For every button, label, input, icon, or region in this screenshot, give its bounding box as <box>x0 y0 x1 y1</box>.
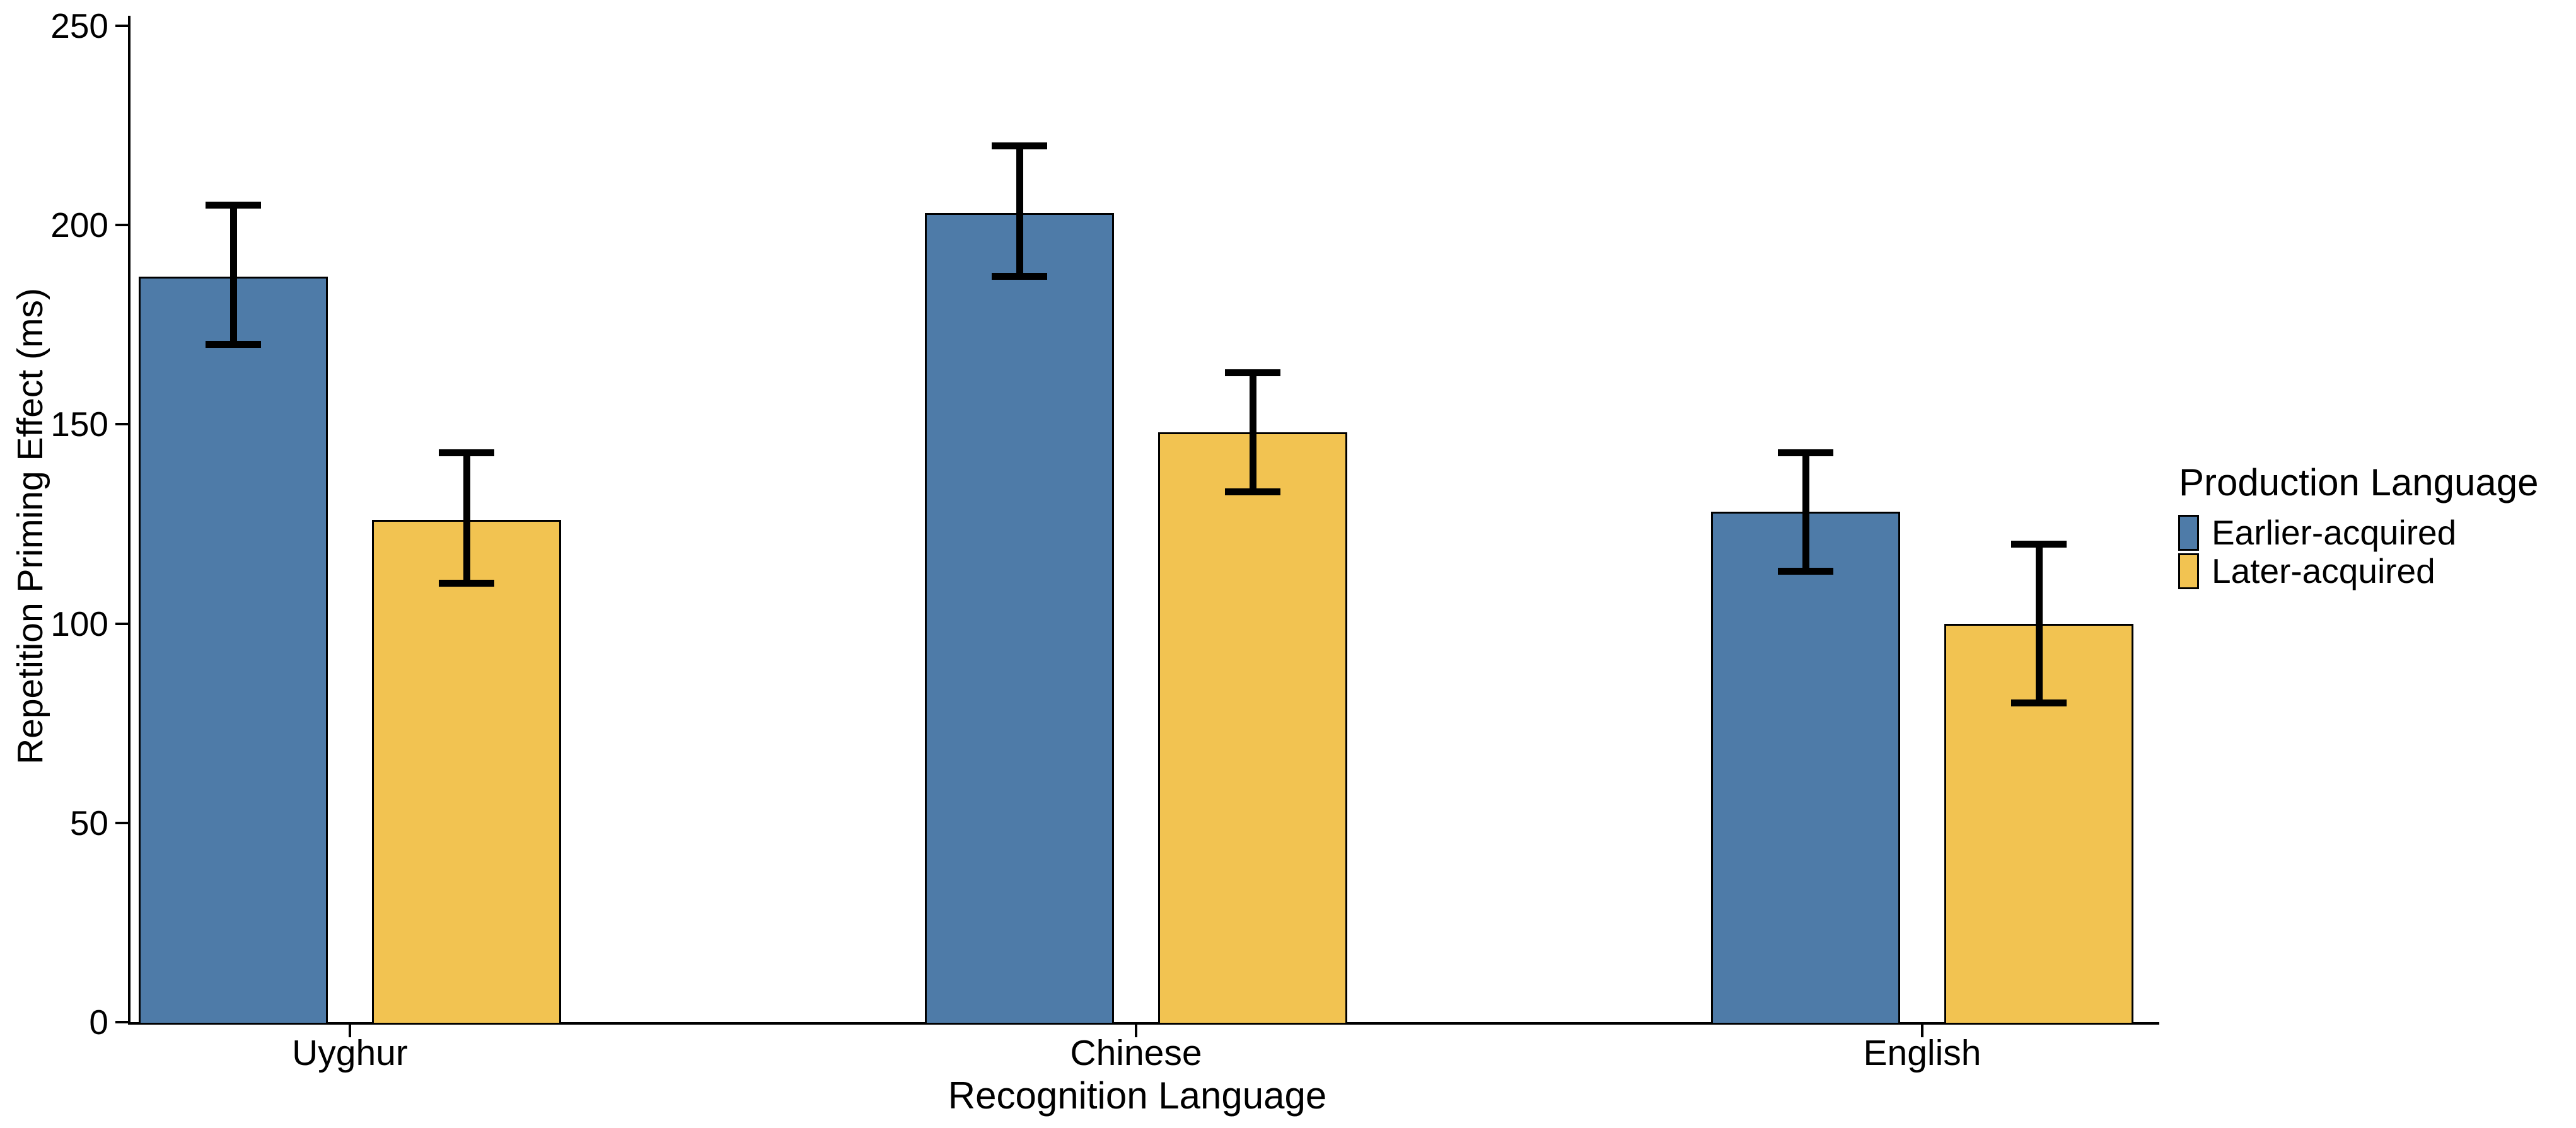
legend-swatch-earlier-acquired <box>2178 515 2199 551</box>
x-tick-mark <box>349 1025 351 1037</box>
error-bar-line <box>1249 372 1256 492</box>
error-bar-cap-bottom <box>439 580 494 587</box>
error-bar-line <box>2035 544 2043 704</box>
error-bar-cap-top <box>1225 369 1280 377</box>
y-tick-label: 100 <box>50 604 108 643</box>
y-tick-label: 250 <box>50 6 108 45</box>
error-bar-cap-top <box>206 202 261 209</box>
bar-chinese-earlier-acquired <box>925 213 1114 1025</box>
legend-title: Production Language <box>2179 461 2539 504</box>
x-tick-label: English <box>1863 1033 1981 1073</box>
error-bar-line <box>463 452 470 584</box>
x-tick-label: Chinese <box>1070 1033 1202 1073</box>
x-axis-line <box>128 1022 2159 1025</box>
x-tick-mark <box>1135 1025 1137 1037</box>
y-tick-label: 200 <box>50 205 108 245</box>
error-bar-cap-bottom <box>992 273 1047 280</box>
y-axis-line <box>128 16 131 1025</box>
legend-swatch-later-acquired <box>2178 553 2199 589</box>
x-tick-mark <box>1921 1025 1923 1037</box>
legend-label-later-acquired: Later-acquired <box>2212 551 2435 590</box>
y-tick-label: 150 <box>50 405 108 444</box>
x-tick-label: Uyghur <box>292 1033 408 1073</box>
bar-uyghur-earlier-acquired <box>139 277 328 1025</box>
y-tick-mark <box>115 1021 128 1023</box>
bar-chinese-later-acquired <box>1158 432 1347 1025</box>
error-bar-cap-top <box>1778 449 1833 456</box>
x-axis-title: Recognition Language <box>948 1074 1327 1117</box>
error-bar-line <box>1802 452 1809 572</box>
y-tick-label: 0 <box>89 1003 108 1042</box>
error-bar-line <box>229 205 237 345</box>
error-bar-cap-top <box>2011 541 2067 548</box>
error-bar-cap-bottom <box>206 340 261 348</box>
legend-label-earlier-acquired: Earlier-acquired <box>2212 513 2457 552</box>
error-bar-cap-top <box>992 142 1047 149</box>
error-bar-cap-bottom <box>1225 488 1280 495</box>
error-bar-cap-bottom <box>1778 568 1833 575</box>
y-tick-label: 50 <box>69 803 108 843</box>
y-tick-mark <box>115 622 128 625</box>
y-tick-mark <box>115 423 128 426</box>
error-bar-line <box>1016 145 1023 277</box>
error-bar-cap-top <box>439 449 494 456</box>
error-bar-cap-bottom <box>2011 699 2067 707</box>
y-tick-mark <box>115 821 128 824</box>
bar-uyghur-later-acquired <box>372 520 561 1025</box>
y-tick-mark <box>115 24 128 27</box>
bar-english-earlier-acquired <box>1711 512 1900 1025</box>
y-tick-mark <box>115 224 128 227</box>
